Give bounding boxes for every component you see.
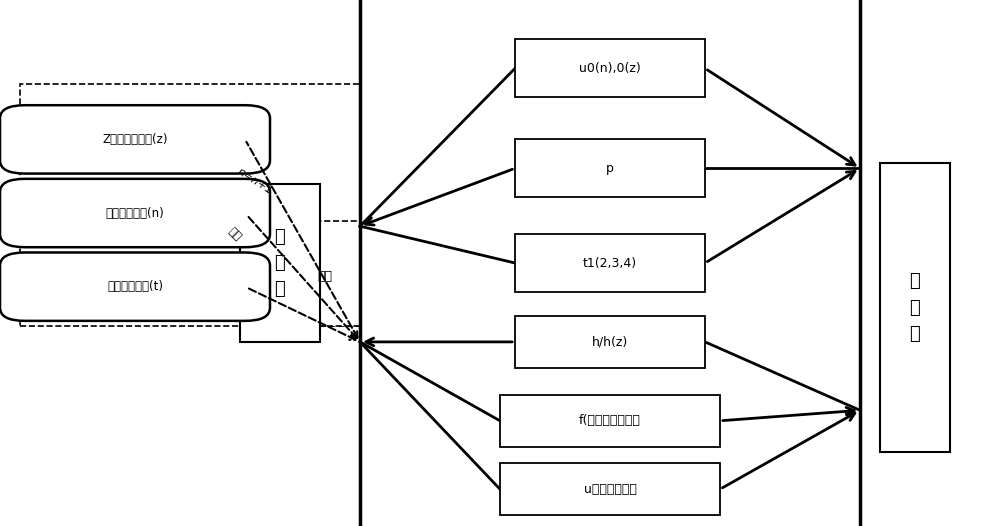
FancyBboxPatch shape xyxy=(240,184,320,342)
Text: f(到达固化时间）: f(到达固化时间） xyxy=(579,414,641,427)
Text: n=n+1: n=n+1 xyxy=(236,166,274,197)
Text: 计数: 计数 xyxy=(227,226,243,242)
FancyBboxPatch shape xyxy=(515,234,705,292)
FancyBboxPatch shape xyxy=(515,316,705,368)
FancyBboxPatch shape xyxy=(265,221,360,326)
Text: 当前固化时间(t): 当前固化时间(t) xyxy=(107,280,163,293)
FancyBboxPatch shape xyxy=(880,163,950,452)
Text: t1(2,3,4): t1(2,3,4) xyxy=(583,257,637,269)
FancyBboxPatch shape xyxy=(515,39,705,97)
Text: u（打印完成）: u（打印完成） xyxy=(584,483,636,495)
FancyBboxPatch shape xyxy=(0,252,270,321)
Text: 下
位
机: 下 位 机 xyxy=(910,272,920,343)
Text: h/h(z): h/h(z) xyxy=(592,336,628,348)
Text: 当前打印层数(n): 当前打印层数(n) xyxy=(106,207,164,219)
Text: 清零: 清零 xyxy=(318,270,332,282)
FancyBboxPatch shape xyxy=(500,463,720,515)
Text: Z轴行程脉冲数(z): Z轴行程脉冲数(z) xyxy=(102,133,168,146)
Text: 上
位
机: 上 位 机 xyxy=(275,228,285,298)
FancyBboxPatch shape xyxy=(20,84,360,326)
FancyBboxPatch shape xyxy=(500,394,720,447)
Text: p: p xyxy=(606,162,614,175)
Text: u0(n),0(z): u0(n),0(z) xyxy=(579,62,641,75)
FancyBboxPatch shape xyxy=(0,179,270,247)
FancyBboxPatch shape xyxy=(515,139,705,197)
FancyBboxPatch shape xyxy=(0,105,270,174)
